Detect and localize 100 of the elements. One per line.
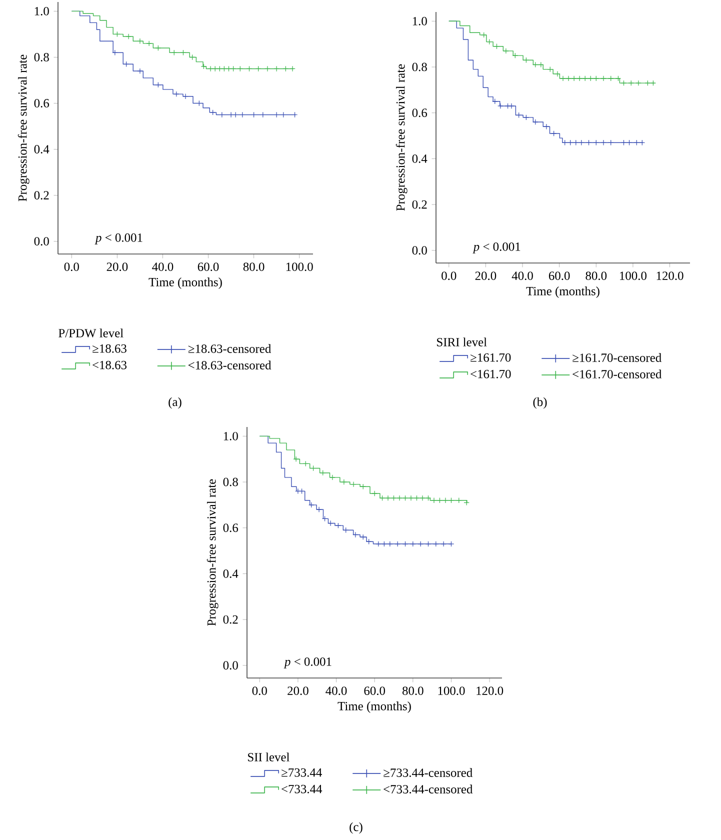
point	[200, 64, 207, 70]
x-tick-label: 60.0	[364, 686, 386, 696]
point	[394, 541, 400, 547]
x-tick-label: 100.0	[438, 686, 465, 696]
y-tick-label: 0.6	[412, 108, 428, 118]
legend-label: ≥161.70	[470, 353, 511, 362]
point	[425, 495, 432, 501]
point	[576, 76, 582, 82]
x-tick-label: 0.0	[442, 272, 456, 280]
point	[620, 140, 627, 146]
legend-label: ≥733.44	[282, 768, 322, 777]
point	[290, 66, 296, 72]
point	[410, 541, 416, 547]
point	[600, 140, 606, 146]
point	[503, 48, 509, 54]
point	[544, 124, 550, 130]
point	[440, 541, 446, 547]
legend-label: <733.44-censored	[384, 784, 473, 794]
x-tick-label: 80.0	[402, 686, 424, 696]
point	[571, 76, 577, 82]
legend-label: <161.70	[470, 370, 511, 378]
point	[628, 80, 634, 86]
point	[112, 50, 118, 56]
point	[246, 66, 252, 72]
point	[650, 80, 656, 86]
point	[328, 520, 334, 526]
y-tick-label: 0.0	[223, 661, 238, 670]
point	[320, 470, 326, 476]
point	[379, 495, 386, 501]
point	[547, 66, 554, 72]
point	[512, 52, 518, 58]
point	[293, 456, 299, 462]
point	[226, 66, 232, 72]
point	[562, 140, 568, 146]
point	[420, 495, 426, 501]
legend-title: P/PDW level	[58, 328, 124, 338]
annotation: p < 0.001	[94, 233, 142, 244]
point	[523, 57, 530, 64]
point	[554, 70, 560, 77]
point	[538, 62, 544, 68]
x-tick-label: 0.0	[64, 262, 79, 272]
text: (b)	[533, 397, 547, 409]
point	[608, 76, 614, 82]
point	[442, 497, 448, 504]
point	[644, 80, 651, 86]
y-tick-label: 0.8	[223, 478, 238, 486]
point	[274, 66, 280, 72]
point	[414, 495, 420, 501]
point	[350, 481, 356, 488]
point	[578, 140, 584, 146]
point	[588, 76, 594, 82]
point	[126, 34, 132, 40]
x-tick-label: 40.0	[326, 686, 347, 696]
point	[146, 40, 152, 46]
x-tick-label: 0.0	[252, 686, 267, 696]
y-axis-title: Progression-free survival rate	[396, 64, 408, 211]
point	[216, 66, 223, 72]
point	[436, 497, 443, 504]
y-tick-label: 0.4	[412, 154, 428, 163]
point	[155, 45, 162, 51]
x-tick-label: 60.0	[198, 262, 219, 272]
point	[615, 76, 622, 82]
point	[387, 541, 393, 547]
point	[221, 66, 228, 72]
point	[418, 541, 424, 547]
x-axis-title: Time (months)	[338, 702, 411, 713]
point	[593, 140, 600, 146]
point	[298, 488, 305, 494]
point	[381, 541, 388, 547]
point	[593, 76, 600, 82]
point	[582, 76, 588, 82]
point	[636, 80, 642, 86]
point	[114, 31, 120, 38]
y-tick-label: 0.6	[34, 99, 50, 108]
y-tick-label: 1.0	[34, 6, 49, 16]
x-tick-label: 40.0	[152, 262, 174, 272]
point	[396, 495, 402, 501]
x-tick-label: 20.0	[288, 686, 308, 696]
point	[402, 495, 408, 501]
point	[282, 66, 289, 72]
point	[516, 112, 522, 118]
point	[566, 76, 572, 82]
point	[360, 534, 366, 540]
y-tick-label: 0.2	[412, 200, 427, 209]
point	[335, 522, 342, 528]
legend-label: ≥18.63-censored	[188, 344, 272, 353]
legend-label: <18.63-censored	[188, 360, 272, 370]
annotation: p < 0.001	[284, 657, 332, 668]
point	[634, 140, 640, 146]
point	[137, 68, 143, 74]
legend-title: SII level	[248, 752, 290, 762]
legend-label: ≥18.63	[92, 344, 126, 353]
point	[498, 103, 504, 109]
x-tick-label: 100.0	[286, 262, 313, 272]
y-tick-label: 0.2	[223, 615, 238, 624]
point	[330, 474, 336, 480]
point	[385, 495, 391, 501]
point	[155, 82, 162, 88]
point	[255, 66, 262, 72]
point	[523, 114, 530, 120]
